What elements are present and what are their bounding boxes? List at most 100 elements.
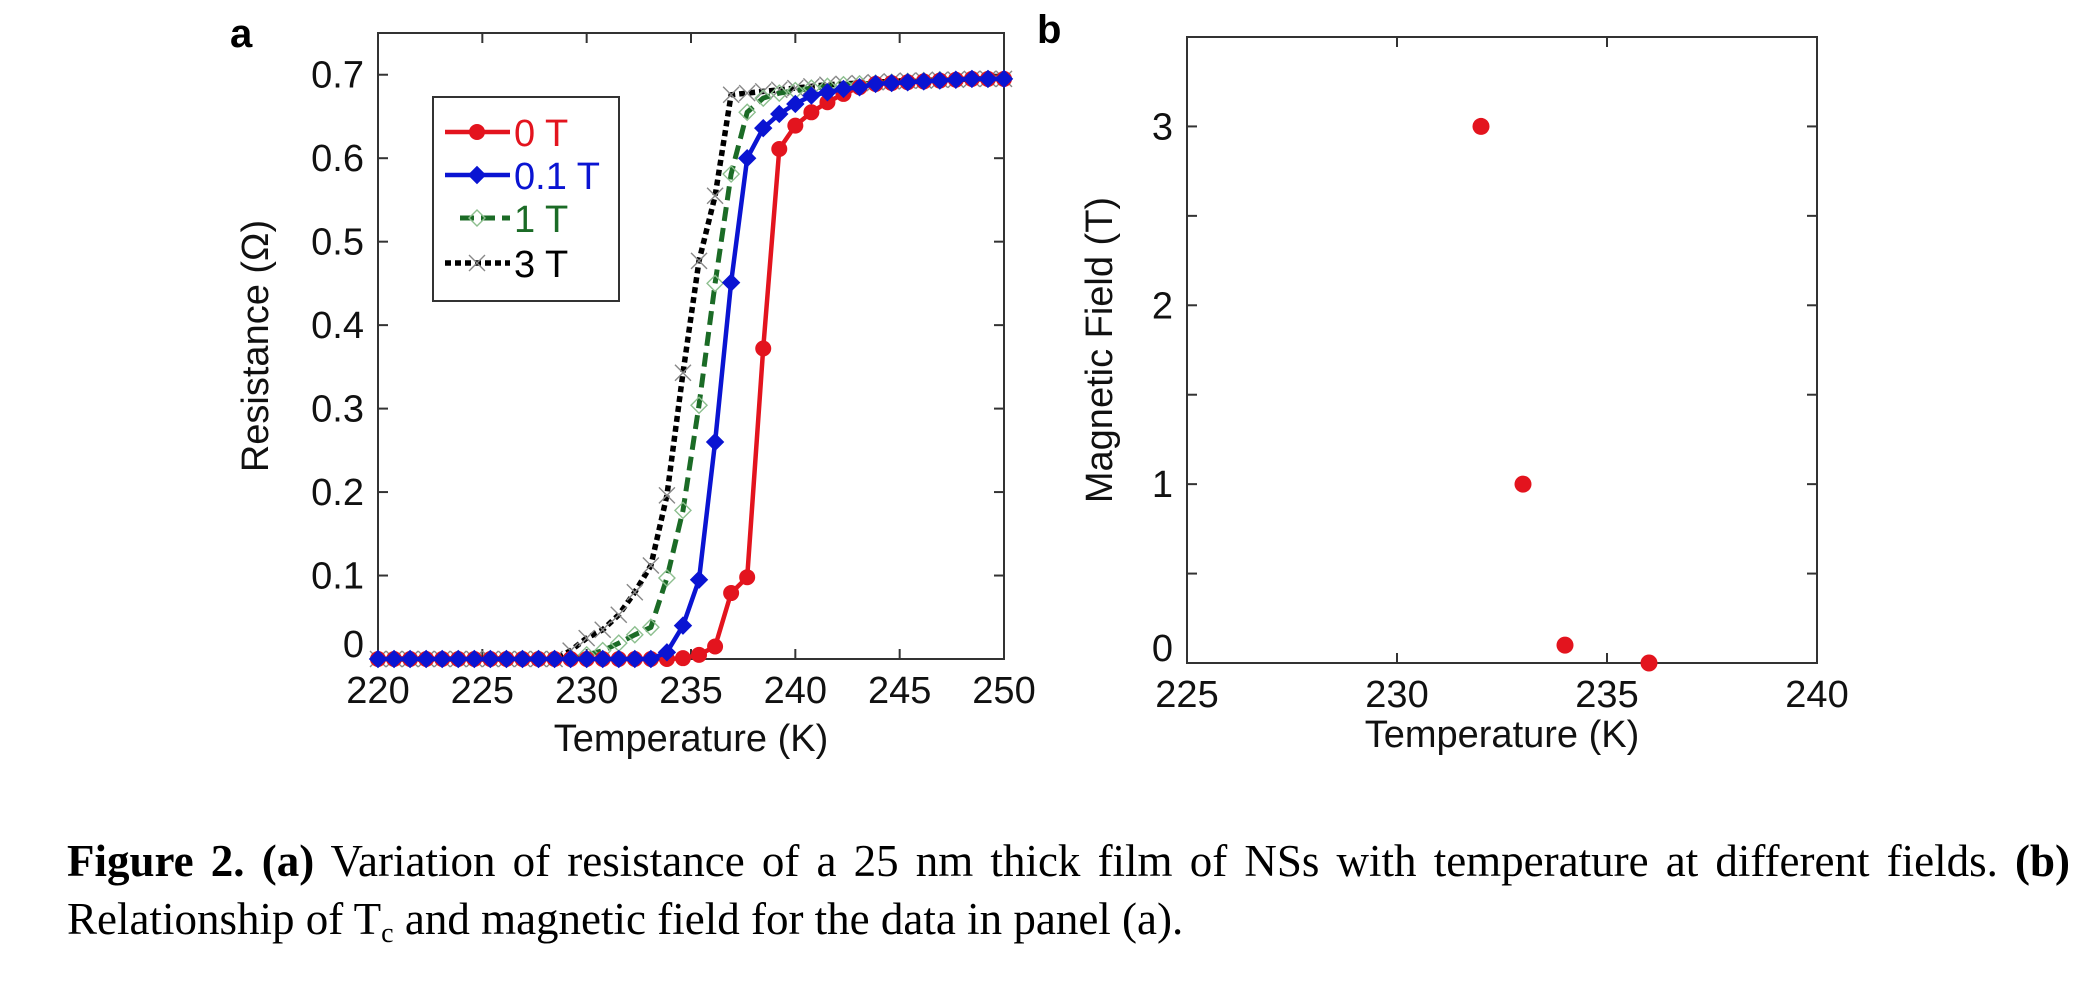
data-point bbox=[722, 86, 740, 104]
data-point bbox=[771, 141, 788, 158]
data-point bbox=[930, 71, 950, 90]
data-point bbox=[449, 649, 468, 669]
data-point bbox=[978, 69, 998, 89]
panel-b-y-tick-label: 1 bbox=[1152, 464, 1173, 506]
data-point bbox=[755, 340, 772, 357]
panel-a-x-tick-label: 245 bbox=[868, 670, 931, 712]
data-point bbox=[384, 649, 404, 669]
data-point bbox=[754, 118, 773, 138]
data-point bbox=[770, 84, 789, 103]
data-point bbox=[738, 84, 756, 102]
data-point bbox=[416, 649, 436, 669]
data-point bbox=[898, 73, 917, 92]
panel-b-x-axis-label: Temperature (K) bbox=[1365, 714, 1640, 756]
legend-marker bbox=[468, 254, 486, 272]
data-point bbox=[690, 252, 708, 270]
panel-a-x-tick-label: 230 bbox=[555, 670, 618, 712]
data-point bbox=[818, 83, 837, 102]
data-point bbox=[738, 103, 757, 122]
caption-part-b-label: (b) bbox=[2015, 836, 2070, 886]
data-point bbox=[626, 583, 644, 601]
data-point bbox=[625, 649, 645, 669]
data-point bbox=[802, 86, 821, 105]
data-point bbox=[673, 616, 693, 635]
panel-a-x-axis-label: Temperature (K) bbox=[554, 718, 829, 760]
data-point bbox=[691, 646, 708, 663]
data-point bbox=[513, 649, 532, 669]
data-point bbox=[465, 649, 484, 669]
panel-a-label: a bbox=[230, 12, 253, 56]
legend-label: 1 T bbox=[514, 199, 568, 241]
series-line bbox=[378, 76, 1004, 662]
panel-a-x-tick-label: 240 bbox=[764, 670, 827, 712]
panel-a-y-tick-label: 0.4 bbox=[311, 305, 364, 347]
data-point bbox=[737, 148, 757, 168]
data-point bbox=[705, 432, 725, 452]
data-point bbox=[641, 649, 661, 669]
scatter-point bbox=[1556, 636, 1574, 654]
panel-b-y-tick-label: 3 bbox=[1152, 106, 1173, 148]
panel-a-y-tick-label: 0.1 bbox=[311, 556, 364, 598]
chart-canvas: 220 225 230 235 240 245 25000.10.20.30.40.50.6… bbox=[235, 32, 1849, 760]
panel-b-x-tick-label: 225 bbox=[1155, 674, 1218, 716]
data-point bbox=[400, 649, 420, 669]
legend-item: 0.1 T bbox=[445, 156, 600, 198]
data-point bbox=[674, 650, 691, 667]
caption-part-b-text: Relationship of T bbox=[67, 894, 382, 944]
data-point bbox=[994, 69, 1014, 89]
panel-b-y-tick-label: 2 bbox=[1152, 285, 1173, 327]
panel-a-plot: 220 225 230 235 240 245 250 0 0.1 0.2 0.3 0.4 0.5 0.6… bbox=[235, 32, 1036, 760]
panel-b-label: b bbox=[1037, 8, 1062, 52]
data-point bbox=[721, 273, 741, 292]
data-point bbox=[641, 618, 660, 637]
figure: a b 220 225 230 235 240 245 250 0 0.1 0.2 0.3 0.4 0.… bbox=[230, 8, 1849, 760]
scatter-point bbox=[1640, 654, 1658, 672]
data-point bbox=[882, 73, 901, 93]
series-0-1-T bbox=[368, 69, 1014, 669]
panel-a-x-tick-label: 235 bbox=[659, 670, 722, 712]
legend-marker bbox=[468, 209, 486, 227]
data-point bbox=[610, 606, 628, 624]
data-point bbox=[690, 396, 709, 415]
data-point bbox=[770, 104, 789, 124]
panel-b-plot-frame bbox=[1186, 36, 1818, 664]
data-point bbox=[545, 649, 564, 669]
caption-part-a-text: Variation of resistance of a 25 nm thick… bbox=[314, 836, 1998, 886]
legend-marker bbox=[469, 124, 485, 140]
data-point bbox=[609, 649, 628, 669]
scatter-point bbox=[1472, 117, 1490, 135]
data-point bbox=[593, 649, 612, 669]
caption-part-a-label: (a) bbox=[261, 836, 315, 886]
data-point bbox=[962, 69, 982, 89]
data-point bbox=[689, 570, 709, 589]
data-point bbox=[673, 501, 692, 520]
data-point bbox=[706, 274, 725, 293]
data-point bbox=[368, 649, 388, 669]
caption-part-b-text-end: and magnetic field for the data in panel… bbox=[393, 894, 1184, 944]
data-point bbox=[594, 621, 612, 639]
data-point bbox=[739, 569, 756, 586]
data-point bbox=[722, 165, 741, 184]
panel-a-x-tick-label: 250 bbox=[972, 670, 1035, 712]
legend-label: 0 T bbox=[514, 113, 568, 155]
data-point bbox=[706, 187, 724, 205]
data-point bbox=[787, 117, 804, 134]
data-point bbox=[481, 649, 500, 669]
legend: 0 T0.1 T1 T3 T bbox=[432, 96, 620, 302]
legend-item: 0 T bbox=[445, 113, 568, 155]
data-point bbox=[642, 557, 660, 575]
data-point bbox=[529, 649, 548, 669]
panel-b-y-tick-label: 0 bbox=[1152, 628, 1173, 670]
panel-a-y-tick-label: 0.3 bbox=[311, 389, 364, 431]
data-point bbox=[432, 649, 452, 669]
panel-b-plot: 225 230 235 240 0 1 2 3 Temperature (K) Magnetic … bbox=[1079, 36, 1849, 756]
data-point bbox=[866, 74, 885, 94]
data-point bbox=[786, 94, 805, 114]
legend-marker bbox=[467, 165, 487, 185]
data-point bbox=[658, 486, 676, 504]
data-point bbox=[625, 625, 644, 644]
panel-b-x-tick-label: 235 bbox=[1575, 674, 1638, 716]
data-point bbox=[946, 70, 966, 89]
panel-a-x-tick-label: 225 bbox=[451, 670, 514, 712]
data-point bbox=[754, 89, 773, 108]
